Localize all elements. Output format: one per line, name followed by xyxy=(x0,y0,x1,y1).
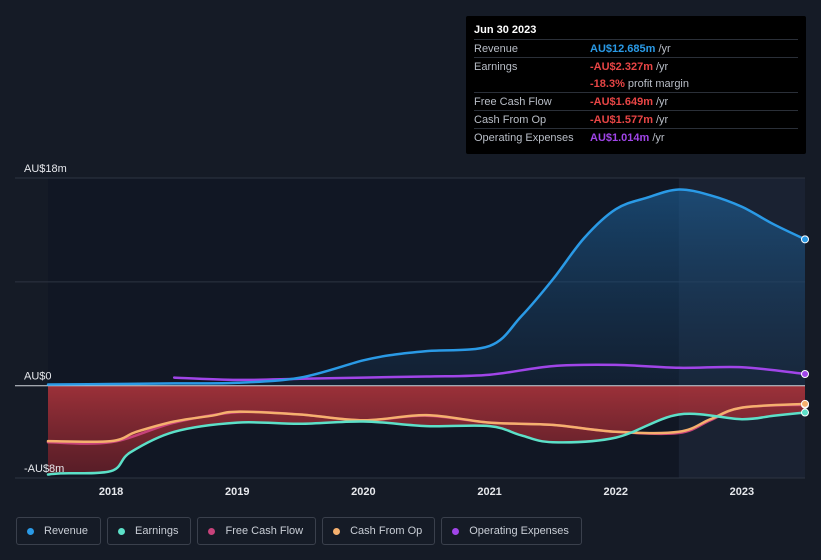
legend-dot-icon xyxy=(208,527,216,535)
legend-label: Operating Expenses xyxy=(469,525,569,537)
x-tick-label-2021: 2021 xyxy=(477,486,501,498)
tooltip-row-unit: profit margin xyxy=(627,77,689,90)
tooltip-row: Revenue AU$12.685m/yr xyxy=(474,39,798,57)
series-endpoint-revenue xyxy=(801,235,809,244)
x-tick-label-2020: 2020 xyxy=(351,486,375,498)
tooltip-row: Operating Expenses AU$1.014m/yr xyxy=(474,128,798,146)
legend-dot-icon xyxy=(118,527,126,535)
legend-label: Revenue xyxy=(44,525,89,537)
tooltip-row-unit: /yr xyxy=(655,95,669,108)
tooltip-row-label: Free Cash Flow xyxy=(474,95,552,108)
tooltip-row: Earnings -AU$2.327m/yr xyxy=(474,57,798,75)
tooltip-row-label: Earnings xyxy=(474,60,518,73)
legend-item-cash-from-op[interactable]: Cash From Op xyxy=(322,517,436,545)
tooltip-row-unit: /yr xyxy=(655,113,669,126)
legend-item-revenue[interactable]: Revenue xyxy=(16,517,102,545)
tooltip-row-unit: /yr xyxy=(652,131,665,144)
tooltip-row-label: Operating Expenses xyxy=(474,131,574,144)
legend-dot-icon xyxy=(452,527,460,535)
tooltip-row-value: AU$12.685m xyxy=(590,42,656,55)
tooltip-row-label: Revenue xyxy=(474,42,519,55)
tooltip-row-label: Cash From Op xyxy=(474,113,547,126)
tooltip-row: -18.3% profit margin xyxy=(474,75,798,92)
series-endpoint-earnings xyxy=(801,408,809,417)
tooltip-row-value: -AU$1.577m xyxy=(590,113,653,126)
y-tick-label-1: AU$0 xyxy=(24,371,52,383)
legend-label: Cash From Op xyxy=(350,525,423,537)
revenue-area xyxy=(48,189,805,386)
tooltip-row-value: -AU$2.327m xyxy=(590,60,653,73)
legend-label: Earnings xyxy=(135,525,179,537)
tooltip-row-value: -AU$1.649m xyxy=(590,95,653,108)
x-tick-label-2019: 2019 xyxy=(225,486,249,498)
tooltip-date: Jun 30 2023 xyxy=(474,24,537,36)
x-tick-label-2018: 2018 xyxy=(99,486,123,498)
y-tick-label-0: AU$18m xyxy=(24,163,67,175)
series-endpoint-opex xyxy=(801,369,809,378)
series-line-revenue xyxy=(46,188,807,386)
tooltip-row-value: AU$1.014m xyxy=(590,131,650,144)
data-tooltip: Jun 30 2023 Revenue AU$12.685m/yr Earnings… xyxy=(466,16,806,154)
legend-item-earnings[interactable]: Earnings xyxy=(107,517,192,545)
series-line-earnings xyxy=(46,411,807,476)
tooltip-row: Cash From Op -AU$1.577m/yr xyxy=(474,110,798,128)
legend-item-free-cash-flow[interactable]: Free Cash Flow xyxy=(197,517,317,545)
chart-legend: Revenue Earnings Free Cash Flow Cash From O… xyxy=(16,517,582,545)
tooltip-row: Free Cash Flow -AU$1.649m/yr xyxy=(474,92,798,110)
legend-dot-icon xyxy=(27,527,34,535)
legend-label: Free Cash Flow xyxy=(225,525,304,537)
y-tick-label-2: -AU$8m xyxy=(24,463,64,475)
x-tick-label-2023: 2023 xyxy=(730,486,754,498)
series-endpoint-cfo xyxy=(801,399,809,408)
series-line-cfo xyxy=(46,402,807,444)
tooltip-row-unit: /yr xyxy=(655,60,669,73)
tooltip-row-unit: /yr xyxy=(658,42,671,55)
legend-dot-icon xyxy=(333,527,341,535)
tooltip-row-value: -18.3% xyxy=(590,77,625,90)
x-tick-label-2022: 2022 xyxy=(604,486,628,498)
legend-item-operating-expenses[interactable]: Operating Expenses xyxy=(441,517,582,545)
negative-area xyxy=(48,385,805,475)
